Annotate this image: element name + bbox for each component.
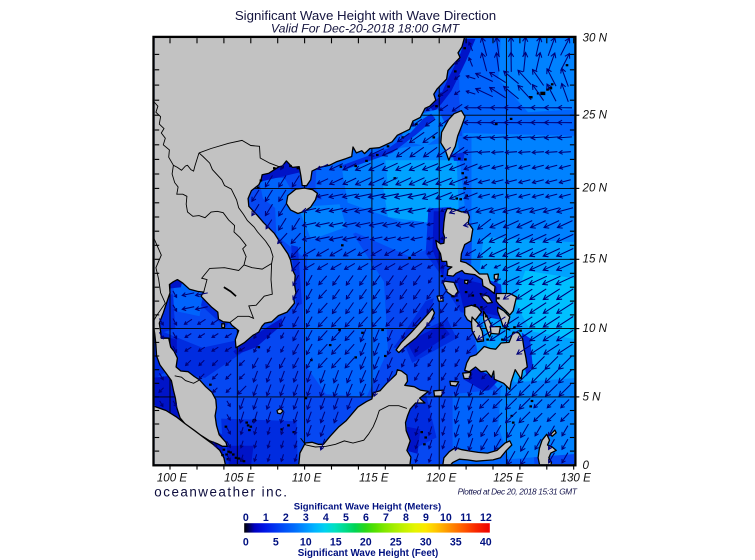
svg-text:30 N: 30 N bbox=[583, 32, 608, 45]
svg-text:20 N: 20 N bbox=[582, 182, 608, 195]
svg-text:110 E: 110 E bbox=[292, 472, 322, 485]
svg-text:Significant Wave Height with W: Significant Wave Height with Wave Direct… bbox=[235, 8, 496, 23]
svg-text:7: 7 bbox=[383, 512, 389, 524]
svg-text:2: 2 bbox=[283, 512, 289, 524]
svg-text:100 E: 100 E bbox=[157, 472, 188, 485]
svg-text:5: 5 bbox=[343, 512, 349, 524]
svg-text:6: 6 bbox=[363, 512, 369, 524]
svg-text:15: 15 bbox=[330, 537, 342, 549]
svg-text:40: 40 bbox=[480, 537, 492, 549]
svg-text:0: 0 bbox=[583, 459, 590, 472]
svg-text:20: 20 bbox=[360, 537, 372, 549]
svg-text:35: 35 bbox=[450, 537, 462, 549]
svg-text:105 E: 105 E bbox=[224, 472, 255, 485]
svg-text:9: 9 bbox=[423, 512, 429, 524]
svg-text:3: 3 bbox=[303, 512, 309, 524]
svg-text:10 N: 10 N bbox=[583, 322, 608, 335]
svg-text:11: 11 bbox=[460, 512, 471, 524]
svg-text:5: 5 bbox=[273, 537, 279, 549]
svg-text:8: 8 bbox=[403, 512, 409, 524]
svg-text:12: 12 bbox=[480, 512, 492, 524]
svg-text:10: 10 bbox=[300, 537, 312, 549]
svg-text:25: 25 bbox=[390, 537, 402, 549]
svg-text:5 N: 5 N bbox=[583, 390, 602, 403]
svg-text:125 E: 125 E bbox=[493, 472, 524, 485]
svg-text:Significant Wave Height (Meter: Significant Wave Height (Meters) bbox=[294, 501, 441, 512]
svg-text:1: 1 bbox=[263, 512, 269, 524]
svg-text:130 E: 130 E bbox=[561, 472, 592, 485]
svg-text:10: 10 bbox=[440, 512, 452, 524]
svg-text:4: 4 bbox=[323, 512, 329, 524]
svg-text:Valid For Dec-20-2018 18:00 GM: Valid For Dec-20-2018 18:00 GMT bbox=[271, 22, 461, 36]
svg-text:25 N: 25 N bbox=[582, 109, 608, 122]
svg-text:0: 0 bbox=[243, 512, 249, 524]
svg-text:Significant Wave Height (Feet): Significant Wave Height (Feet) bbox=[298, 548, 439, 559]
svg-text:oceanweather inc.: oceanweather inc. bbox=[154, 484, 288, 499]
svg-text:30: 30 bbox=[420, 537, 432, 549]
svg-text:15 N: 15 N bbox=[583, 253, 608, 266]
svg-text:0: 0 bbox=[243, 537, 249, 549]
svg-text:Plotted at Dec 20, 2018 15:31: Plotted at Dec 20, 2018 15:31 GMT bbox=[458, 486, 578, 496]
svg-text:115 E: 115 E bbox=[359, 472, 389, 485]
svg-text:120 E: 120 E bbox=[426, 472, 457, 485]
